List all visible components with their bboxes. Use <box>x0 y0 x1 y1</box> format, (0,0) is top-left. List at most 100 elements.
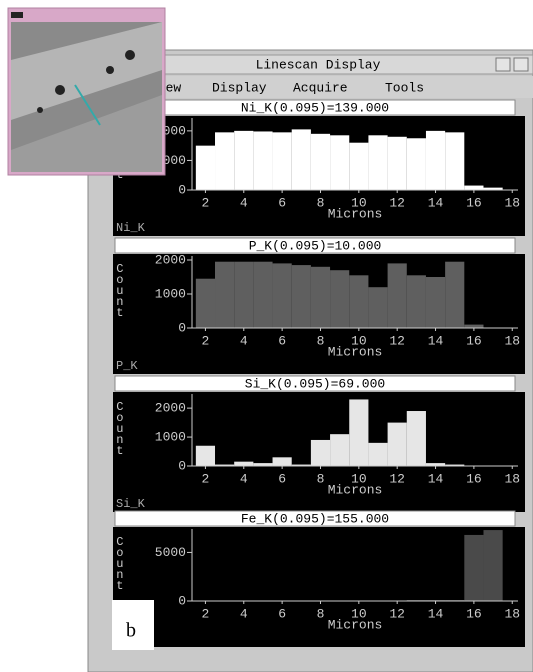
x-tick-label: 16 <box>466 471 482 486</box>
bar <box>407 275 426 328</box>
bar <box>253 131 272 190</box>
chart-title: Fe_K(0.095)=155.000 <box>241 511 389 526</box>
panel-name: Ni_K <box>116 221 146 235</box>
minimize-button[interactable] <box>496 58 510 71</box>
bar <box>464 325 483 328</box>
x-axis-label: Microns <box>328 482 383 497</box>
x-tick-label: 2 <box>202 195 210 210</box>
x-tick-label: 14 <box>428 606 444 621</box>
x-tick-label: 18 <box>504 333 520 348</box>
y-tick-label: 0 <box>178 182 186 197</box>
bar <box>349 399 368 466</box>
y-axis-label: Count <box>113 400 127 455</box>
x-tick-label: 8 <box>317 195 325 210</box>
bar <box>311 440 330 466</box>
bar <box>273 457 292 466</box>
y-tick-label: 0 <box>178 593 186 608</box>
thumbnail-spot <box>55 85 65 95</box>
bar <box>196 279 215 328</box>
y-tick-label: 2000 <box>155 252 186 267</box>
x-tick-label: 2 <box>202 606 210 621</box>
x-axis-label: Microns <box>328 344 383 359</box>
panel-name: P_K <box>116 359 138 373</box>
x-tick-label: 12 <box>389 195 405 210</box>
x-tick-label: 16 <box>466 606 482 621</box>
panel-name: Si_K <box>116 497 146 511</box>
menu-item[interactable]: Tools <box>385 80 424 95</box>
bar <box>273 263 292 328</box>
bar <box>426 131 445 190</box>
x-axis-label: Microns <box>328 206 383 221</box>
bar <box>368 135 387 190</box>
thumbnail-spot <box>37 107 43 113</box>
x-tick-label: 4 <box>240 471 248 486</box>
bar <box>388 137 407 190</box>
x-tick-label: 18 <box>504 471 520 486</box>
window-title: Linescan Display <box>256 57 381 72</box>
y-tick-label: 2000 <box>155 401 186 416</box>
x-tick-label: 14 <box>428 195 444 210</box>
x-tick-label: 16 <box>466 195 482 210</box>
maximize-button[interactable] <box>514 58 528 71</box>
bar <box>234 262 253 328</box>
y-axis-label: Count <box>113 262 127 317</box>
x-tick-label: 6 <box>278 471 286 486</box>
bar <box>464 535 483 601</box>
x-tick-label: 8 <box>317 606 325 621</box>
x-axis-label: Microns <box>328 617 383 632</box>
x-tick-label: 16 <box>466 333 482 348</box>
bar <box>349 143 368 190</box>
menu-item[interactable]: Acquire <box>293 80 348 95</box>
chart-title: Ni_K(0.095)=139.000 <box>241 100 389 115</box>
y-tick-label: 1000 <box>155 430 186 445</box>
x-tick-label: 4 <box>240 195 248 210</box>
y-axis-label: Count <box>113 535 127 590</box>
x-tick-label: 4 <box>240 606 248 621</box>
x-tick-label: 4 <box>240 333 248 348</box>
bar <box>445 132 464 190</box>
bar <box>330 434 349 466</box>
x-tick-label: 12 <box>389 606 405 621</box>
bar <box>196 146 215 190</box>
bar <box>330 135 349 190</box>
bar <box>483 530 502 601</box>
thumbnail-spot <box>106 66 114 74</box>
thumbnail-icon <box>11 12 23 18</box>
bar <box>215 132 234 190</box>
figure-label: b <box>126 620 136 642</box>
bar <box>464 186 483 190</box>
x-tick-label: 8 <box>317 333 325 348</box>
bar <box>215 262 234 328</box>
y-tick-label: 1000 <box>155 286 186 301</box>
menu-item[interactable]: Display <box>212 80 267 95</box>
bar <box>426 277 445 328</box>
bar <box>311 267 330 328</box>
x-tick-label: 2 <box>202 333 210 348</box>
y-tick-label: 5000 <box>155 545 186 560</box>
x-tick-label: 6 <box>278 195 286 210</box>
y-tick-label: 0 <box>178 320 186 335</box>
bar <box>292 265 311 328</box>
bar <box>388 263 407 328</box>
bar <box>407 411 426 466</box>
chart-title: P_K(0.095)=10.000 <box>249 238 382 253</box>
bar <box>253 262 272 328</box>
bar <box>349 275 368 328</box>
thumbnail-spot <box>125 50 135 60</box>
x-tick-label: 12 <box>389 333 405 348</box>
bar <box>234 462 253 466</box>
x-tick-label: 14 <box>428 333 444 348</box>
bar <box>273 132 292 190</box>
chart-title: Si_K(0.095)=69.000 <box>245 376 385 391</box>
bar <box>368 443 387 466</box>
screenshot: Linescan Display View Display Acquire To… <box>0 0 533 672</box>
x-tick-label: 6 <box>278 606 286 621</box>
x-tick-label: 12 <box>389 471 405 486</box>
thumbnail <box>8 8 165 175</box>
x-tick-label: 2 <box>202 471 210 486</box>
bar <box>196 446 215 466</box>
x-tick-label: 18 <box>504 195 520 210</box>
bar <box>234 131 253 190</box>
x-tick-label: 18 <box>504 606 520 621</box>
bar <box>388 423 407 466</box>
